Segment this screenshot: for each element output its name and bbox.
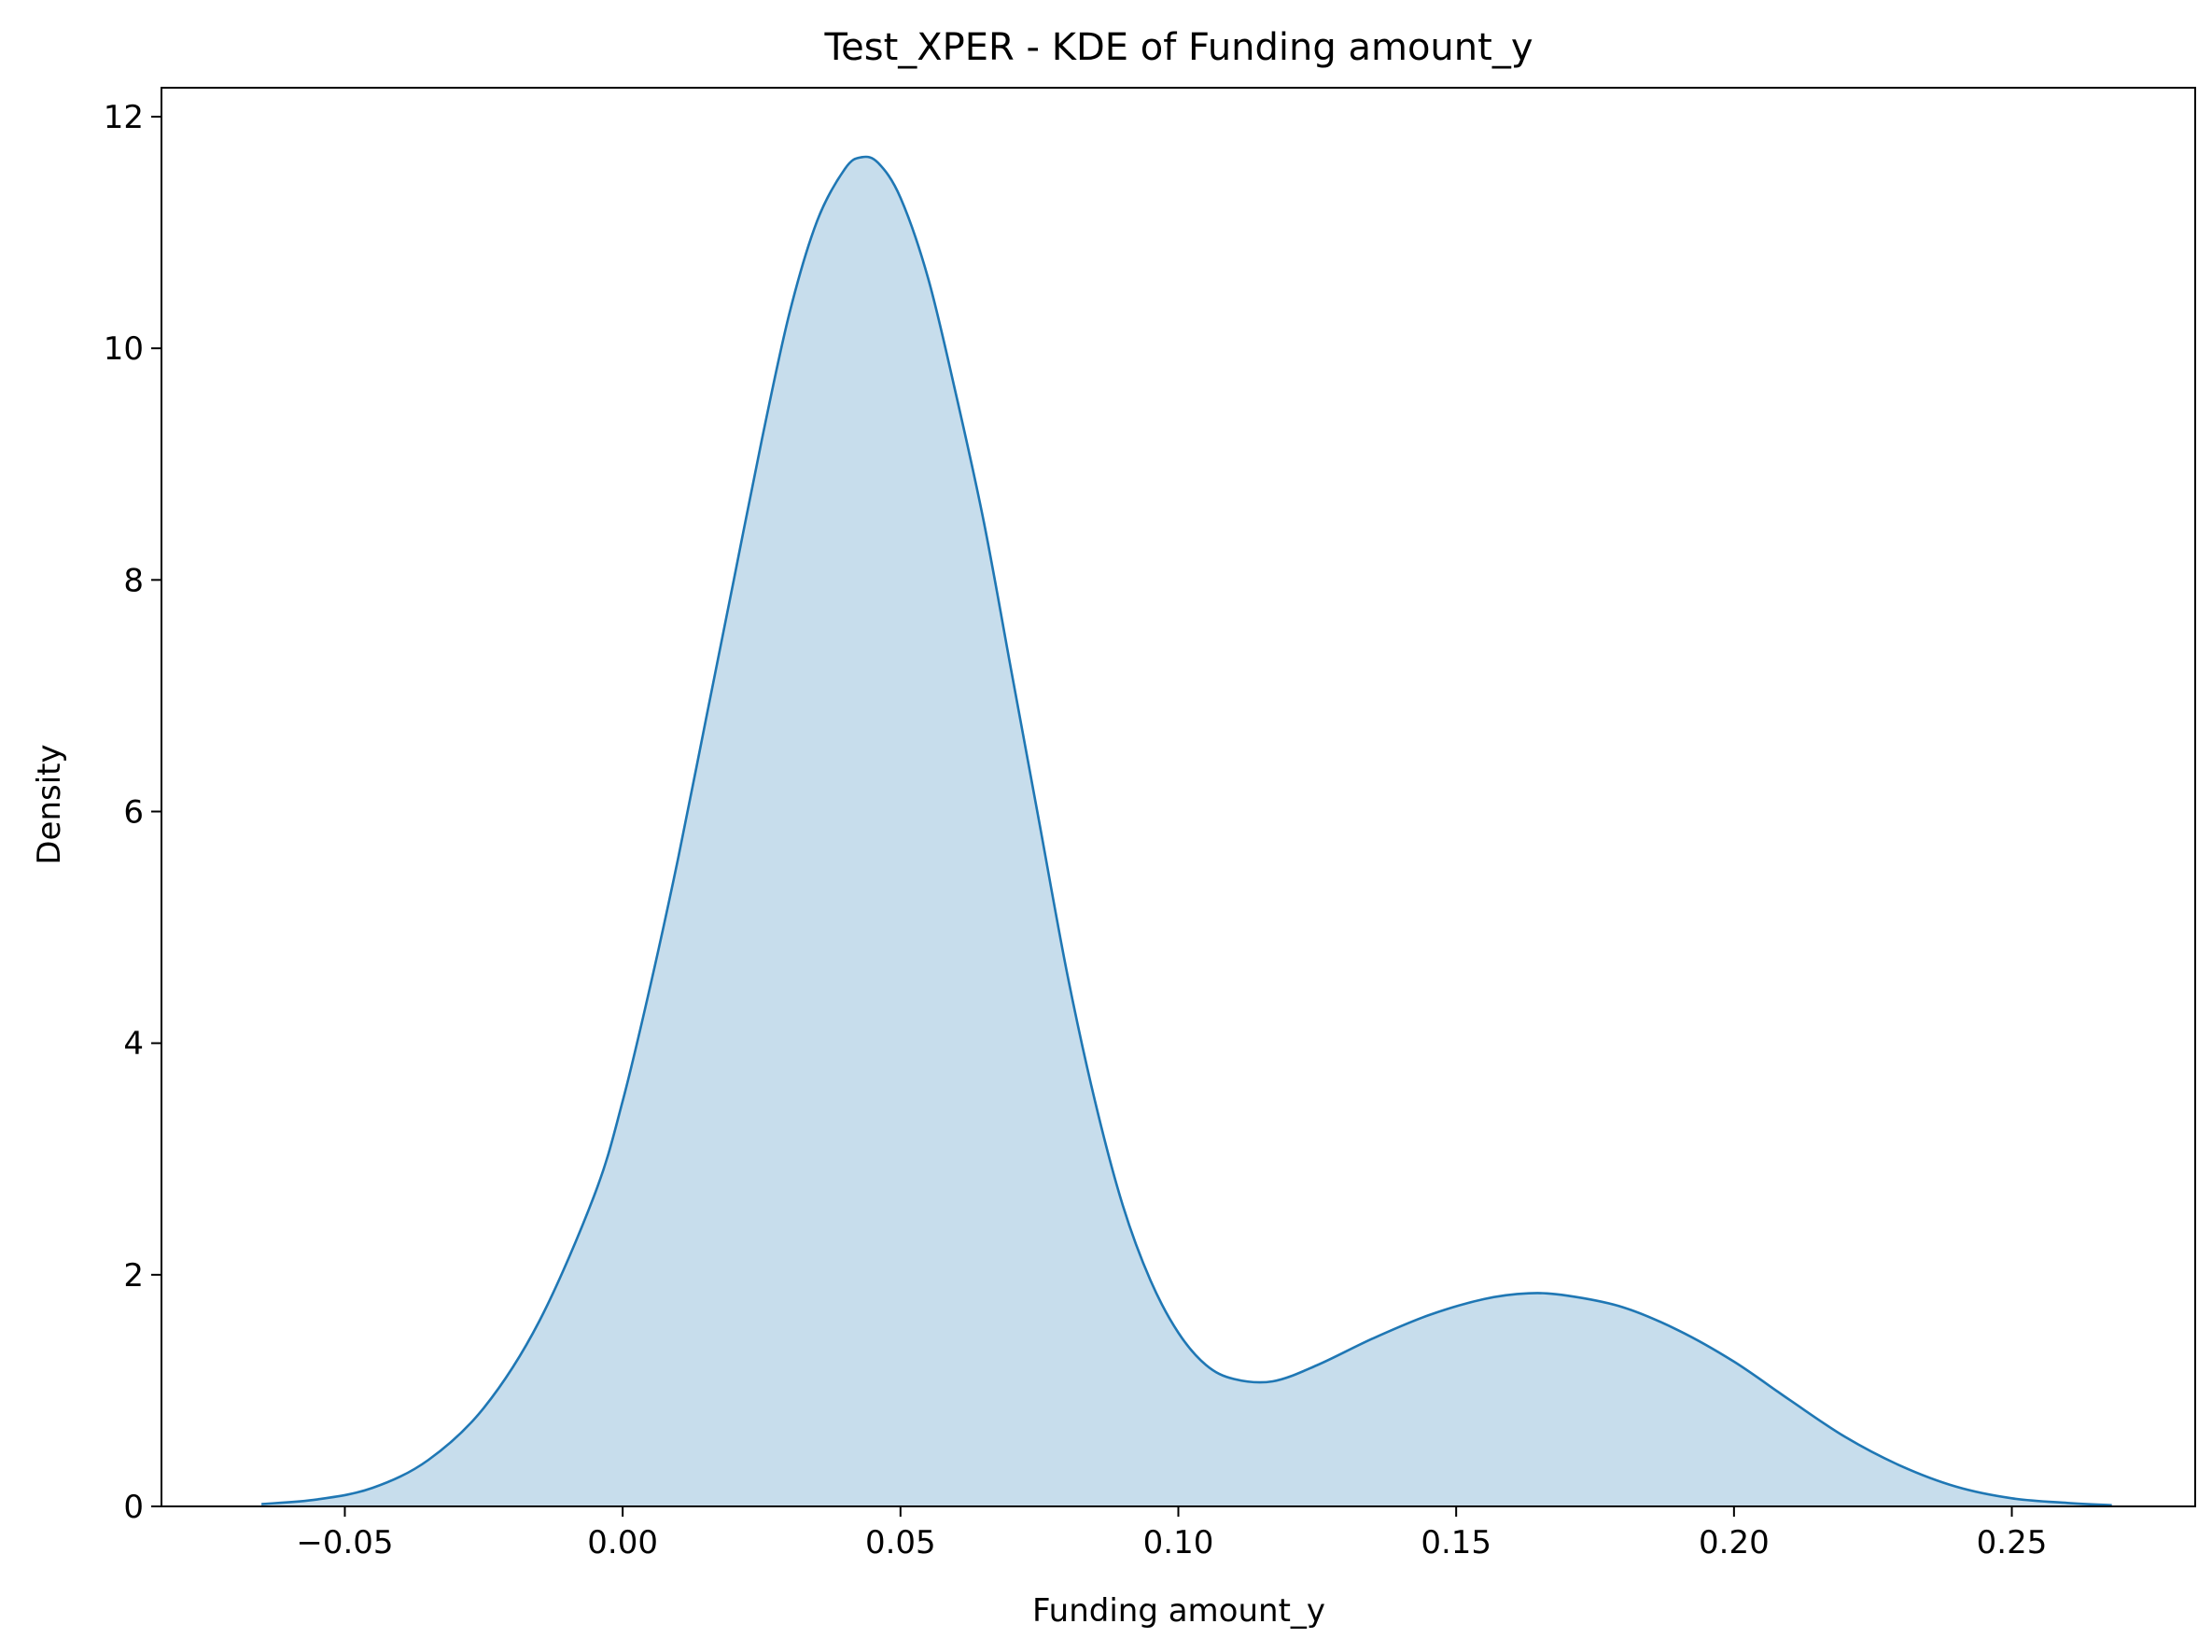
y-axis-ticks: 0 2 4 6 8 10 12: [104, 99, 161, 1526]
y-tick-label: 6: [123, 794, 144, 832]
y-tick-label: 12: [104, 99, 144, 136]
x-tick-label: 0.00: [587, 1524, 658, 1561]
chart-title: Test_XPER - KDE of Funding amount_y: [823, 26, 1533, 69]
axes-frame: [161, 87, 2196, 1507]
y-tick-label: 8: [123, 562, 144, 599]
x-tick-label: 0.25: [1977, 1524, 2048, 1561]
y-axis-title: Density: [31, 744, 68, 864]
kde-area-fill: [261, 156, 2112, 1506]
x-tick-label: 0.10: [1143, 1524, 1214, 1561]
y-tick-label: 0: [123, 1489, 144, 1526]
y-tick-label: 10: [104, 330, 144, 368]
x-axis-ticks: −0.05 0.00 0.05 0.10 0.15 0.20 0.25: [296, 1506, 2047, 1561]
x-tick-label: 0.15: [1421, 1524, 1491, 1561]
x-tick-label: 0.20: [1699, 1524, 1770, 1561]
x-axis-title: Funding amount_y: [1032, 1592, 1325, 1630]
x-tick-label: 0.05: [865, 1524, 936, 1561]
y-tick-label: 2: [123, 1257, 144, 1295]
y-tick-label: 4: [123, 1026, 144, 1063]
plot-area: [261, 155, 2112, 1507]
x-tick-label: −0.05: [296, 1524, 393, 1561]
kde-density-line: [261, 155, 2112, 1507]
